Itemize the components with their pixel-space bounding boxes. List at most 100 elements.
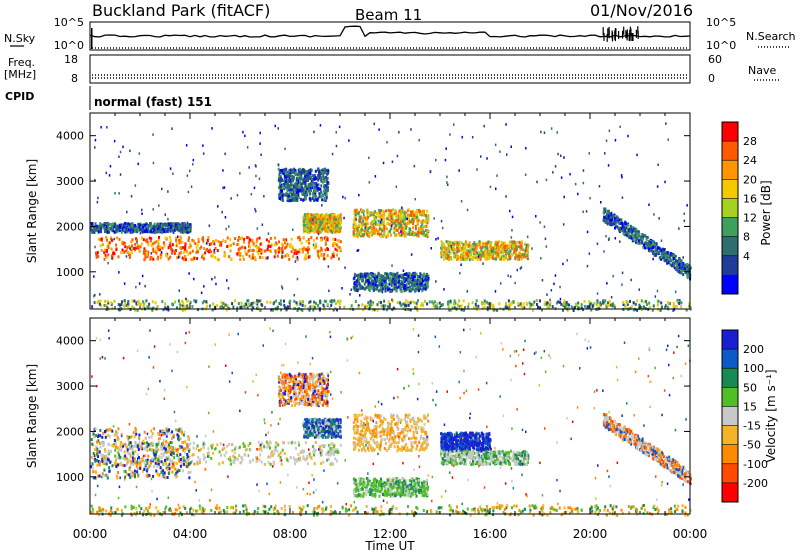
power-pixel bbox=[490, 304, 492, 308]
power-pixel bbox=[145, 299, 148, 303]
power-pixel bbox=[392, 208, 395, 212]
power-pixel bbox=[603, 208, 606, 212]
power-pixel bbox=[652, 251, 655, 255]
power-pixel bbox=[304, 183, 307, 187]
power-pixel bbox=[368, 231, 371, 235]
power-pixel bbox=[143, 302, 146, 306]
power-pixel bbox=[496, 245, 498, 249]
power-pixel bbox=[383, 232, 386, 236]
power-pixel bbox=[629, 224, 632, 228]
power-pixel bbox=[152, 249, 155, 253]
power-pixel bbox=[175, 244, 178, 248]
power-pixel bbox=[107, 223, 110, 227]
power-pixel bbox=[100, 230, 102, 234]
power-pixel bbox=[672, 301, 675, 305]
power-pixel bbox=[301, 179, 304, 183]
power-pixel bbox=[304, 171, 307, 175]
power-pixel bbox=[156, 240, 159, 244]
power-pixel bbox=[257, 252, 260, 256]
power-pixel bbox=[415, 301, 418, 305]
power-pixel bbox=[570, 305, 573, 309]
power-pixel bbox=[596, 242, 599, 245]
power-pixel bbox=[688, 271, 690, 275]
power-pixel bbox=[286, 193, 289, 197]
power-pixel bbox=[366, 274, 369, 277]
power-pixel bbox=[161, 226, 164, 229]
power-pixel bbox=[309, 305, 312, 309]
power-pixel bbox=[206, 239, 209, 242]
power-pixel bbox=[396, 275, 399, 279]
power-pixel bbox=[327, 225, 330, 229]
power-pixel bbox=[409, 227, 412, 231]
power-pixel bbox=[487, 240, 490, 244]
power-pixel bbox=[189, 223, 192, 227]
power-pixel bbox=[416, 282, 419, 286]
power-pixel bbox=[416, 220, 419, 224]
power-pixel bbox=[523, 306, 526, 310]
power-pixel bbox=[374, 278, 377, 282]
power-pixel bbox=[641, 240, 644, 244]
power-pixel bbox=[318, 223, 321, 227]
power-pixel bbox=[338, 239, 340, 243]
power-pixel bbox=[507, 299, 510, 303]
power-pixel bbox=[287, 194, 290, 198]
power-pixel bbox=[424, 234, 427, 237]
power-pixel bbox=[326, 227, 329, 231]
power-pixel bbox=[245, 252, 248, 256]
power-pixel bbox=[421, 227, 424, 231]
power-pixel bbox=[314, 169, 317, 173]
power-pixel bbox=[282, 184, 284, 188]
power-pixel bbox=[409, 308, 412, 312]
power-pixel bbox=[278, 240, 280, 244]
power-pixel bbox=[582, 210, 584, 213]
power-pixel bbox=[149, 229, 152, 233]
power-pixel bbox=[564, 306, 567, 310]
power-pixel bbox=[145, 227, 148, 231]
power-pixel bbox=[181, 256, 184, 260]
power-pixel bbox=[514, 281, 516, 285]
power-pixel bbox=[484, 245, 487, 249]
power-pixel bbox=[123, 304, 126, 308]
power-pixel bbox=[316, 176, 319, 179]
power-pixel bbox=[338, 302, 341, 306]
power-pixel bbox=[302, 236, 305, 240]
power-pixel bbox=[629, 306, 632, 310]
power-pixel bbox=[278, 171, 281, 175]
power-pixel bbox=[462, 243, 465, 247]
power-pixel bbox=[629, 299, 631, 303]
power-pixel bbox=[446, 175, 448, 179]
power-pixel bbox=[507, 257, 509, 261]
power-pixel bbox=[299, 169, 302, 173]
power-pixel bbox=[311, 179, 314, 183]
power-pixel bbox=[667, 138, 669, 141]
power-pixel bbox=[622, 300, 625, 304]
power-pixel bbox=[378, 283, 381, 287]
power-pixel bbox=[318, 174, 320, 178]
power-pixel bbox=[649, 248, 652, 252]
power-pixel bbox=[319, 223, 322, 227]
power-pixel bbox=[184, 258, 187, 262]
power-pixel bbox=[373, 122, 375, 126]
power-pixel bbox=[191, 258, 194, 262]
power-pixel bbox=[282, 238, 285, 242]
power-pixel bbox=[307, 254, 310, 258]
power-pixel bbox=[286, 187, 289, 191]
power-pixel bbox=[403, 226, 406, 229]
power-pixel bbox=[334, 242, 337, 245]
power-pixel bbox=[187, 239, 190, 242]
power-pixel bbox=[327, 265, 330, 268]
power-pixel bbox=[99, 299, 102, 303]
power-pixel bbox=[442, 252, 445, 256]
power-pixel bbox=[178, 251, 181, 255]
power-pixel bbox=[260, 303, 263, 307]
power-pixel bbox=[618, 222, 621, 226]
power-pixel bbox=[625, 299, 628, 303]
power-pixel bbox=[129, 149, 131, 153]
power-pixel bbox=[364, 274, 367, 278]
power-pixel bbox=[128, 254, 131, 257]
power-pixel bbox=[308, 224, 311, 227]
power-pixel bbox=[657, 250, 660, 254]
power-pixel bbox=[323, 180, 326, 183]
power-pixel bbox=[452, 245, 455, 249]
